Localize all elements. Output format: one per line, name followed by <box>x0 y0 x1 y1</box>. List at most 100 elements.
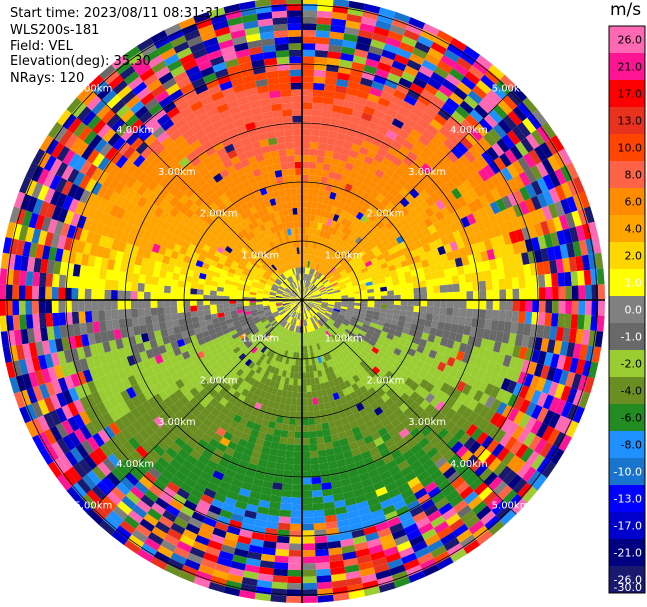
range-gate <box>293 318 297 326</box>
range-gate <box>202 516 217 528</box>
range-gate <box>321 389 328 397</box>
range-gate <box>523 323 532 337</box>
range-gate <box>356 321 364 327</box>
range-gate <box>339 344 347 352</box>
range-gate <box>273 330 279 338</box>
range-gate <box>352 366 360 375</box>
range-gate <box>366 329 375 336</box>
range-gate <box>424 533 441 547</box>
range-gate <box>346 435 357 445</box>
range-gate <box>323 156 333 165</box>
range-gate <box>327 305 335 309</box>
range-gate <box>72 462 87 479</box>
range-gate <box>238 239 247 248</box>
range-gate <box>285 322 290 330</box>
range-gate <box>132 504 148 519</box>
range-gate <box>169 414 181 426</box>
range-gate <box>282 293 290 297</box>
range-gate <box>242 411 252 421</box>
range-gate <box>9 238 19 255</box>
range-gate <box>190 288 198 295</box>
range-gate <box>422 458 435 471</box>
range-gate <box>472 309 480 319</box>
range-gate <box>298 359 302 366</box>
range-gate <box>327 306 334 311</box>
range-gate <box>347 510 360 520</box>
range-gate <box>548 412 561 429</box>
range-gate <box>244 510 257 520</box>
range-gate <box>371 416 381 426</box>
range-gate <box>163 396 174 408</box>
range-gate <box>276 316 283 322</box>
range-gate <box>463 325 472 336</box>
range-gate <box>406 454 419 466</box>
range-gate <box>289 56 302 64</box>
range-gate <box>309 310 314 317</box>
range-gate <box>339 335 347 342</box>
range-gate <box>429 407 441 419</box>
range-gate <box>291 304 298 309</box>
range-gate <box>213 417 224 428</box>
range-gate <box>171 313 179 321</box>
range-gate <box>491 500 507 516</box>
range-gate <box>321 325 327 332</box>
range-gate <box>130 486 145 500</box>
range-gate <box>294 305 299 312</box>
range-gate <box>245 420 255 430</box>
range-gate <box>162 509 177 523</box>
range-gate <box>302 510 314 518</box>
range-gate <box>41 340 51 355</box>
range-gate <box>298 313 301 320</box>
range-gate <box>418 410 430 422</box>
range-gate <box>103 385 115 399</box>
range-gate <box>187 362 197 372</box>
range-gate <box>231 332 240 340</box>
range-gate <box>506 380 518 394</box>
range-gate <box>71 275 80 289</box>
range-gate <box>418 453 431 466</box>
range-gate <box>545 444 559 462</box>
range-gate <box>25 179 38 197</box>
range-gate <box>210 349 220 358</box>
range-gate <box>285 195 292 203</box>
range-gate <box>252 316 260 322</box>
range-gate <box>320 306 328 310</box>
range-gate <box>156 456 170 469</box>
range-gate <box>222 249 231 258</box>
range-gate <box>245 469 256 479</box>
range-gate <box>45 273 54 287</box>
range-gate <box>518 311 526 324</box>
range-gate <box>334 303 342 307</box>
range-gate <box>245 278 253 284</box>
range-gate <box>15 375 27 392</box>
range-gate <box>149 339 158 349</box>
range-gate <box>263 287 271 292</box>
range-gate <box>316 10 333 19</box>
range-gate <box>79 396 91 411</box>
range-gate <box>210 280 219 287</box>
range-gate <box>302 372 307 379</box>
range-gate <box>224 315 232 321</box>
range-gate <box>320 348 327 356</box>
range-gate <box>286 155 295 163</box>
range-gate <box>132 352 143 364</box>
range-gate <box>444 420 456 433</box>
range-gate <box>79 160 93 175</box>
range-gate <box>157 228 167 239</box>
range-gate <box>295 174 302 182</box>
range-gate <box>147 331 156 341</box>
range-gate <box>259 266 267 273</box>
range-gate <box>341 484 354 494</box>
range-gate <box>271 435 281 444</box>
range-gate <box>407 411 419 423</box>
range-gate <box>227 378 236 387</box>
range-gate <box>143 424 156 437</box>
range-gate <box>302 306 305 314</box>
range-gate <box>288 378 294 386</box>
range-gate <box>142 175 154 188</box>
range-gate <box>354 388 363 397</box>
range-gate <box>232 365 241 374</box>
range-gate <box>378 334 387 342</box>
range-gate <box>458 342 468 353</box>
range-gate <box>270 441 280 450</box>
